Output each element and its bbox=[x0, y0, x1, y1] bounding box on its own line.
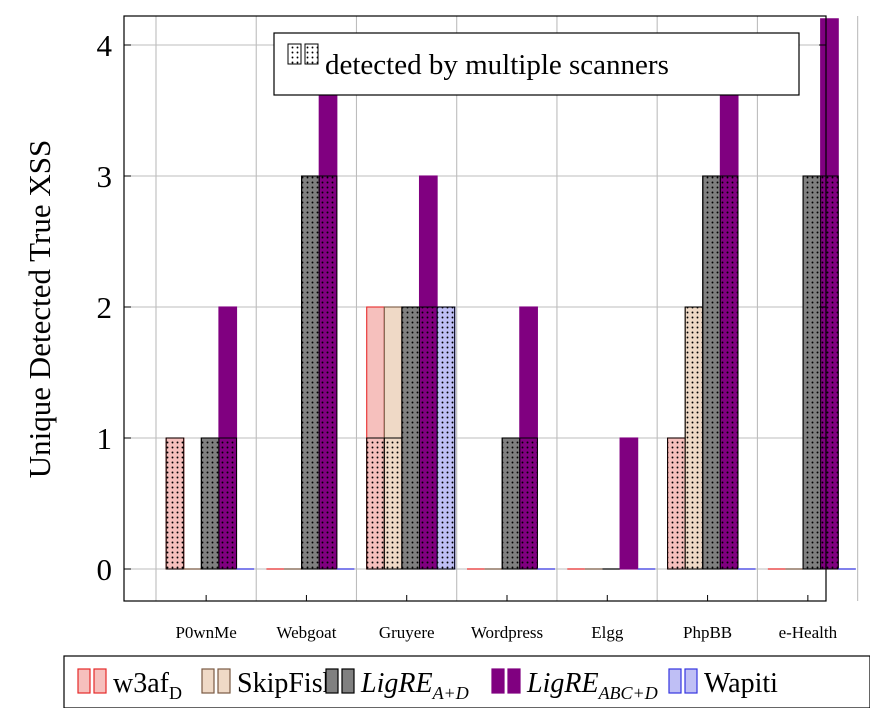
bar-multi-scanner bbox=[436, 306, 456, 570]
y-tick-label: 4 bbox=[97, 28, 113, 63]
bar-multi-scanner bbox=[366, 437, 385, 570]
legend-entry: Wapiti bbox=[668, 668, 778, 699]
bar-multi-scanner bbox=[383, 437, 403, 570]
bar-multi-scanner bbox=[719, 175, 739, 570]
legend-entry: SkipFish bbox=[201, 668, 337, 699]
legend-swatch bbox=[341, 668, 355, 694]
bar-multi-scanner bbox=[301, 175, 320, 570]
bar-multi-scanner bbox=[318, 175, 338, 570]
plot-frame bbox=[123, 15, 827, 602]
x-tick-label: PhpBB bbox=[683, 623, 732, 642]
legend-swatch bbox=[668, 668, 682, 694]
legend-label: LigREABC+D bbox=[526, 668, 658, 703]
bar-multi-scanner bbox=[702, 175, 721, 570]
legend-label: w3afD bbox=[113, 668, 182, 703]
x-tick-label: Wordpress bbox=[471, 623, 543, 642]
legend-label: SkipFish bbox=[237, 668, 337, 699]
legend-swatch bbox=[201, 668, 215, 694]
bar-multi-scanner bbox=[802, 175, 822, 570]
legend-label: LigREA+D bbox=[360, 668, 469, 703]
annotation-text: detected by multiple scanners bbox=[325, 49, 669, 81]
x-tick-label: e-Health bbox=[779, 623, 838, 642]
legend-swatch bbox=[684, 668, 698, 694]
y-tick-label: 3 bbox=[97, 159, 113, 194]
x-tick-label: Gruyere bbox=[379, 623, 435, 642]
legend: w3afD SkipFish LigREA+D LigREABC+D Wapiti bbox=[63, 655, 870, 708]
legend-box bbox=[63, 655, 870, 708]
bar-multi-scanner bbox=[419, 306, 438, 570]
y-tick-label: 1 bbox=[97, 421, 113, 456]
axes: 0 1 2 3 4 P0wnMe Webgoat Gruyere Wordpress Elgg Ph… bbox=[97, 15, 838, 642]
bar-multi-scanner bbox=[401, 306, 421, 570]
annotation-box bbox=[273, 32, 800, 96]
legend-entry: LigREA+D bbox=[325, 668, 469, 703]
bar bbox=[619, 437, 639, 570]
legend-swatch bbox=[491, 668, 505, 694]
legend-swatch bbox=[325, 668, 339, 694]
x-tick-label: Elgg bbox=[591, 623, 624, 642]
dotted-bar-icon bbox=[287, 43, 319, 65]
legend-swatch bbox=[93, 668, 107, 694]
bar-multi-scanner bbox=[218, 437, 238, 570]
multi-scanner-annotation: detected by multiple scanners bbox=[273, 32, 800, 96]
bar-multi-scanner bbox=[684, 306, 704, 570]
legend-entry: w3afD bbox=[77, 668, 182, 703]
y-tick-label: 2 bbox=[97, 290, 113, 325]
legend-label: Wapiti bbox=[704, 668, 778, 699]
x-tick-label: Webgoat bbox=[276, 623, 336, 642]
y-tick-label: 0 bbox=[97, 552, 113, 587]
bar-multi-scanner bbox=[165, 437, 185, 570]
bar-multi-scanner bbox=[200, 437, 220, 570]
legend-entry: LigREABC+D bbox=[491, 668, 658, 703]
bar-multi-scanner bbox=[820, 175, 839, 570]
legend-swatch bbox=[77, 668, 91, 694]
y-axis-label: Unique Detected True XSS bbox=[22, 140, 57, 478]
bar-multi-scanner bbox=[501, 437, 521, 570]
bars bbox=[165, 18, 856, 570]
bar-multi-scanner bbox=[667, 437, 686, 570]
legend-swatch bbox=[217, 668, 231, 694]
bar-multi-scanner bbox=[519, 437, 538, 570]
legend-swatch bbox=[507, 668, 521, 694]
x-tick-label: P0wnMe bbox=[175, 623, 236, 642]
